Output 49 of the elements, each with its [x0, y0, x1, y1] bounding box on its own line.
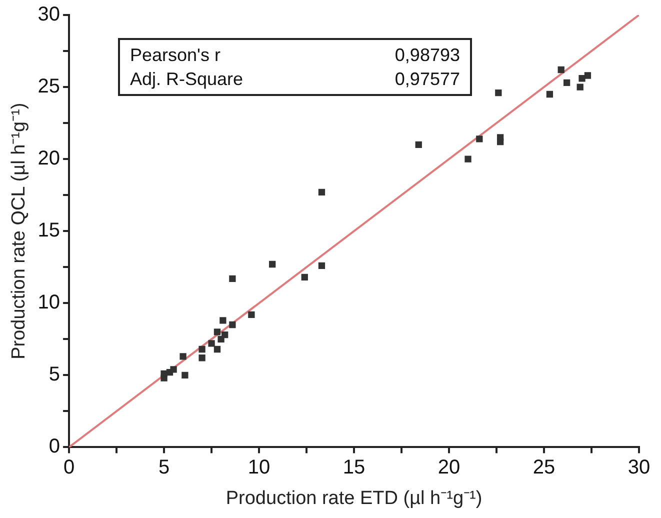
- y-tick-label: 0: [48, 436, 60, 458]
- x-tick-label: 15: [342, 456, 366, 479]
- point: [318, 262, 326, 270]
- x-tick-label: 5: [158, 456, 170, 479]
- point: [208, 340, 215, 347]
- x-tick-label: 25: [532, 456, 556, 479]
- point: [415, 141, 422, 148]
- y-tick-label: 25: [38, 76, 60, 98]
- point: [546, 90, 554, 98]
- point: [160, 370, 168, 378]
- point: [222, 332, 228, 338]
- annotation: 0,97577: [394, 68, 460, 91]
- annotation: Adj. R-Square: [130, 68, 244, 91]
- point: [182, 372, 188, 378]
- point: [318, 188, 326, 196]
- y-tick-label: 30: [38, 4, 60, 26]
- point: [269, 260, 276, 268]
- point: [578, 75, 586, 82]
- point: [198, 354, 206, 362]
- x-tick-label: 20: [438, 456, 460, 479]
- point: [495, 89, 502, 96]
- point: [576, 84, 584, 90]
- point: [214, 346, 221, 353]
- point: [170, 366, 177, 373]
- x-tick-label: 0: [63, 456, 75, 479]
- point: [229, 321, 236, 328]
- y-tick-label: 15: [38, 220, 60, 242]
- point: [220, 317, 226, 324]
- point: [584, 72, 592, 79]
- point: [229, 275, 236, 282]
- y-tick-label: 10: [38, 292, 60, 314]
- x-axis-title: Production rate ETD (µl h⁻¹g⁻¹): [226, 488, 482, 509]
- y-tick-label: 5: [48, 364, 60, 386]
- annotation: 0,98793: [394, 44, 460, 67]
- y-tick-label: 20: [38, 148, 60, 170]
- y-axis-title: Production rate QCL (µl h⁻¹g⁻¹): [8, 102, 30, 360]
- point: [301, 274, 308, 281]
- point: [180, 353, 186, 360]
- point: [248, 311, 255, 318]
- x-tick-label: 30: [628, 456, 650, 479]
- x-tick-label: 10: [248, 456, 270, 479]
- point: [476, 136, 483, 142]
- point: [563, 79, 570, 86]
- point: [558, 66, 564, 74]
- point: [214, 328, 221, 336]
- point: [198, 346, 206, 353]
- annotation: Pearson's r: [130, 44, 220, 67]
- point: [464, 156, 472, 162]
- point: [496, 138, 504, 146]
